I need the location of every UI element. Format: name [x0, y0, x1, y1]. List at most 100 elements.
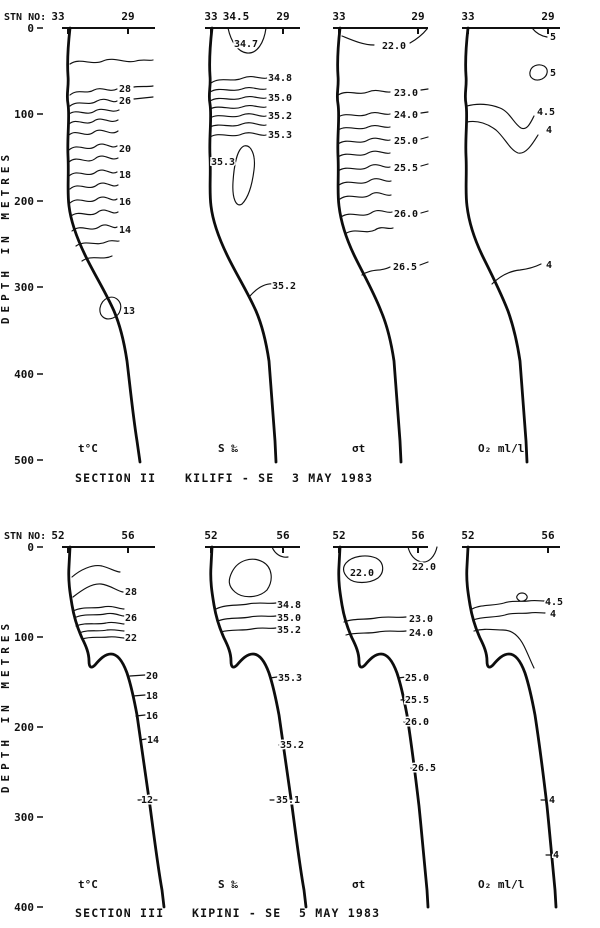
contour-label: 28 — [125, 587, 137, 598]
station-label-right: 56 — [121, 529, 135, 542]
contour-label: 35.3 — [278, 673, 302, 684]
contour-label: 24.0 — [394, 110, 418, 121]
seafloor-profile — [67, 545, 166, 909]
caption-section: SECTION II — [75, 471, 156, 485]
depth-tick-label: 400 — [14, 368, 34, 381]
contour-label: 25.0 — [405, 673, 429, 684]
depth-tick-label: 100 — [14, 108, 34, 121]
panel-sigma-t: 52 56 22.0 22.0 23.0 24.0 25.0 25.5 26.0… — [332, 529, 438, 909]
contour-label: 4 — [553, 850, 559, 861]
caption-location: KILIFI - SE — [185, 471, 274, 485]
station-label-left: 52 — [332, 529, 345, 542]
station-label-left: 33 — [51, 10, 64, 23]
contour-label: 22 — [125, 633, 137, 644]
contour-label: 35.0 — [268, 93, 292, 104]
station-label-right: 56 — [411, 529, 425, 542]
panel-oxygen: 33 29 5 5 4.5 4 4 O₂ ml/l — [461, 10, 560, 464]
surface-contour-label: 34.5 — [223, 10, 250, 23]
contour-lines — [342, 546, 438, 769]
panel-variable-label: S ‰ — [218, 442, 238, 455]
contour-label: 4 — [550, 609, 556, 620]
contour-label: 18 — [119, 170, 131, 181]
depth-tick-label: 500 — [14, 454, 34, 467]
contour-label: 5 — [550, 32, 556, 43]
contour-label: 35.3 — [268, 130, 292, 141]
panel-temperature: 52 56 28 26 22 20 18 16 14 12 t°C — [51, 529, 166, 909]
contour-label: 26.5 — [393, 262, 417, 273]
contour-label: 20 — [119, 144, 131, 155]
caption-section: SECTION III — [75, 906, 164, 920]
contour-label: 26 — [119, 96, 131, 107]
station-label-left: 33 — [461, 10, 474, 23]
depth-axis: 0 100 200 300 400 500 DEPTH IN METRES — [0, 22, 43, 467]
contour-lines — [471, 592, 552, 856]
contour-label: 35.2 — [277, 625, 301, 636]
depth-ticks — [37, 546, 43, 908]
contour-label: 23.0 — [409, 614, 433, 625]
contour-label: 26.0 — [405, 717, 429, 728]
contour-label: 18 — [146, 691, 158, 702]
contour-lines — [466, 27, 548, 285]
panel-temperature: 33 29 28 26 20 18 16 14 13 t°C — [51, 10, 155, 464]
contour-label: 25.0 — [394, 136, 418, 147]
station-axis — [333, 546, 428, 553]
seafloor-profile — [465, 545, 558, 909]
station-label-right: 29 — [411, 10, 424, 23]
panel-variable-label: σt — [352, 878, 365, 891]
station-label-left: 52 — [204, 529, 217, 542]
seafloor-profile — [65, 26, 142, 464]
panel-salinity: 33 34.5 29 34.7 34.8 35.0 35.2 35.3 35.3… — [204, 10, 300, 464]
station-axis — [462, 27, 560, 34]
depth-tick-label: 100 — [14, 631, 34, 644]
station-label-right: 29 — [121, 10, 134, 23]
station-label-right: 56 — [541, 529, 555, 542]
contour-label: 35.2 — [268, 111, 292, 122]
depth-tick-label: 400 — [14, 901, 34, 914]
contour-label: 35.2 — [272, 281, 296, 292]
contour-label: 20 — [146, 671, 158, 682]
depth-ticks — [37, 27, 43, 461]
contour-label: 4 — [546, 260, 552, 271]
panel-oxygen: 52 56 4.5 4 4 4 O₂ ml/l — [461, 529, 565, 909]
station-label-left: 52 — [51, 529, 64, 542]
contour-lines — [337, 28, 429, 276]
panel-variable-label: O₂ ml/l — [478, 878, 524, 891]
contour-label: 14 — [147, 735, 159, 746]
contour-label: 4 — [549, 795, 555, 806]
station-label-right: 56 — [276, 529, 290, 542]
stn-no-label: STN NO: — [4, 531, 46, 542]
caption: SECTION III KIPINI - SE 5 MAY 1983 — [75, 906, 380, 920]
station-axis — [333, 27, 428, 34]
depth-tick-label: 300 — [14, 281, 34, 294]
contour-label: 22.0 — [382, 41, 406, 52]
contour-label: 25.5 — [394, 163, 418, 174]
contour-label: 26 — [125, 613, 137, 624]
contour-label: 35.0 — [277, 613, 301, 624]
station-axis — [205, 27, 300, 34]
contour-label: 26.0 — [394, 209, 418, 220]
depth-tick-label: 300 — [14, 811, 34, 824]
station-axis — [62, 27, 155, 34]
contour-label: 35.1 — [276, 795, 300, 806]
station-axis — [62, 546, 155, 553]
panel-variable-label: t°C — [78, 878, 98, 891]
depth-axis-title: DEPTH IN METRES — [0, 150, 12, 324]
station-label-left: 52 — [461, 529, 474, 542]
contour-label: 34.8 — [277, 600, 301, 611]
stn-no-label: STN NO: — [4, 12, 46, 23]
seafloor-profile — [209, 545, 308, 909]
panel-sigma-t: 33 29 22.0 23.0 24.0 25.0 25.5 26.0 26.5… — [332, 10, 429, 464]
contour-label: 34.8 — [268, 73, 292, 84]
contour-label: 26.5 — [412, 763, 436, 774]
contour-label: 25.5 — [405, 695, 429, 706]
contour-label: 5 — [550, 68, 556, 79]
contour-label: 24.0 — [409, 628, 433, 639]
panel-variable-label: t°C — [78, 442, 98, 455]
depth-axis: 0 100 200 300 400 DEPTH IN METRES — [0, 541, 43, 914]
depth-tick-label: 200 — [14, 721, 34, 734]
panel-variable-label: S ‰ — [218, 878, 238, 891]
seafloor-profile — [207, 26, 278, 464]
caption-date: 5 MAY 1983 — [299, 906, 380, 920]
contour-label: 4 — [546, 125, 552, 136]
